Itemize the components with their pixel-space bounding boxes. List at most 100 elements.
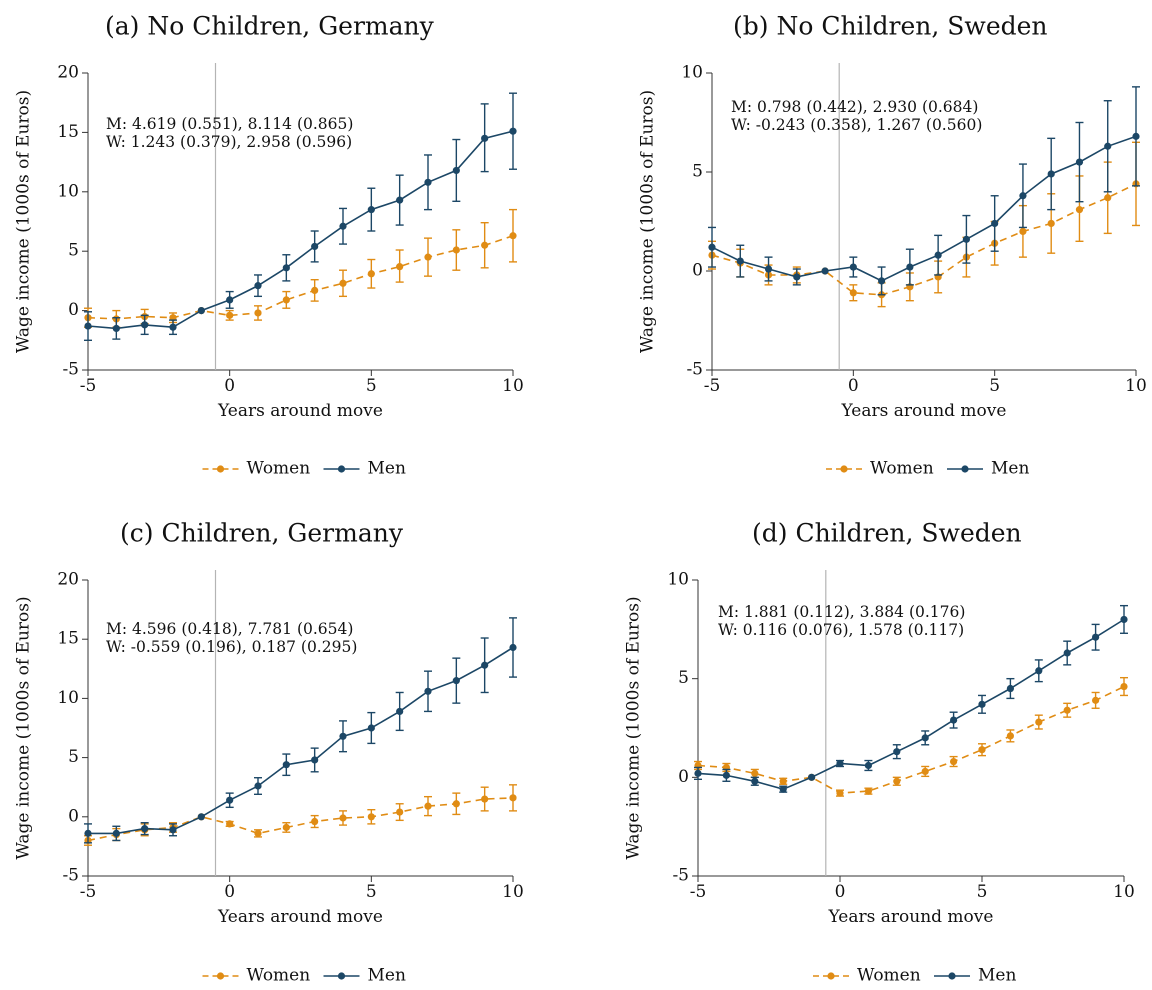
y-tick-label: 20 bbox=[57, 63, 79, 83]
data-point bbox=[339, 814, 347, 822]
data-point bbox=[1063, 649, 1071, 657]
data-point bbox=[722, 771, 731, 779]
x-tick-label: -5 bbox=[80, 882, 97, 902]
x-axis-label: Years around move bbox=[217, 907, 383, 927]
data-point bbox=[169, 323, 177, 331]
data-point bbox=[708, 243, 716, 251]
data-point bbox=[226, 820, 234, 828]
data-point bbox=[452, 166, 460, 175]
data-point bbox=[509, 232, 517, 240]
chart-title: (b) No Children, Sweden bbox=[733, 12, 1048, 41]
estimate-annotation: W: -0.243 (0.358), 1.267 (0.560) bbox=[731, 116, 982, 134]
legend-men-label: Men bbox=[368, 459, 406, 479]
y-tick-label: 10 bbox=[57, 688, 79, 708]
data-point bbox=[1092, 696, 1100, 704]
data-point bbox=[481, 661, 489, 669]
series-women bbox=[694, 676, 1128, 797]
chart-title: (a) No Children, Germany bbox=[105, 12, 435, 41]
legend-women-label: Women bbox=[247, 966, 311, 986]
data-point bbox=[367, 206, 375, 214]
data-point bbox=[84, 829, 92, 837]
data-point bbox=[311, 242, 319, 251]
data-point bbox=[452, 246, 460, 254]
data-point bbox=[481, 241, 489, 249]
chart-title: (c) Children, Germany bbox=[120, 519, 404, 548]
data-point bbox=[1035, 667, 1043, 675]
data-point bbox=[481, 795, 489, 803]
data-point bbox=[1035, 718, 1043, 726]
y-tick-label: 5 bbox=[678, 668, 689, 688]
data-point bbox=[1132, 132, 1140, 140]
data-point bbox=[1047, 170, 1055, 178]
x-tick-label: 5 bbox=[977, 882, 988, 902]
data-point bbox=[1075, 206, 1084, 214]
x-axis-label: Years around move bbox=[828, 907, 994, 927]
data-point bbox=[950, 757, 958, 766]
legend: Women Men bbox=[202, 459, 406, 479]
data-point bbox=[849, 263, 857, 271]
data-point bbox=[311, 286, 319, 295]
y-tick-label: -5 bbox=[686, 360, 703, 380]
y-tick-label: 0 bbox=[692, 261, 703, 281]
y-tick-label: 0 bbox=[68, 806, 79, 826]
x-tick-label: 0 bbox=[224, 376, 235, 396]
data-point bbox=[481, 134, 489, 142]
data-point bbox=[509, 643, 517, 652]
data-point bbox=[254, 309, 262, 317]
y-axis-label: Wage income (1000s of Euros) bbox=[638, 90, 658, 353]
x-tick-label: 0 bbox=[848, 376, 859, 396]
x-tick-label: 10 bbox=[502, 882, 524, 902]
data-point bbox=[962, 235, 971, 243]
series-line bbox=[711, 183, 1137, 296]
data-point bbox=[424, 178, 432, 186]
series-line bbox=[87, 130, 514, 330]
series-men bbox=[84, 617, 517, 844]
x-tick-label: 5 bbox=[366, 376, 377, 396]
y-tick-label: -5 bbox=[672, 866, 689, 886]
x-axis-label: Years around move bbox=[217, 401, 383, 421]
data-point bbox=[978, 700, 986, 708]
x-tick-label: 0 bbox=[224, 882, 235, 902]
y-axis-label: Wage income (1000s of Euros) bbox=[14, 596, 34, 859]
data-point bbox=[311, 817, 319, 826]
x-tick-label: 5 bbox=[989, 376, 1000, 396]
data-point bbox=[1006, 732, 1015, 740]
data-point bbox=[424, 802, 432, 810]
data-point bbox=[736, 257, 744, 265]
data-point bbox=[1063, 706, 1071, 714]
data-point bbox=[1019, 227, 1027, 235]
data-point bbox=[282, 823, 290, 832]
data-point bbox=[1006, 684, 1015, 693]
series-line bbox=[87, 235, 514, 320]
data-point bbox=[424, 687, 432, 695]
y-tick-label: -5 bbox=[62, 866, 79, 886]
data-point bbox=[226, 296, 234, 304]
legend-women-marker bbox=[216, 465, 225, 473]
data-point bbox=[452, 677, 460, 685]
estimate-annotation: M: 4.596 (0.418), 7.781 (0.654) bbox=[106, 620, 353, 638]
chart-panel-3: (c) Children, Germany -5 0 5 10 15 20 -5 0 5 10 Yea… bbox=[14, 519, 524, 986]
data-point bbox=[339, 279, 347, 287]
y-tick-label: 5 bbox=[68, 241, 79, 261]
data-point bbox=[169, 826, 177, 834]
data-point bbox=[1104, 194, 1112, 202]
chart-panel-1: (a) No Children, Germany -5 0 5 10 15 20 -5 0 5 10… bbox=[14, 12, 524, 479]
data-point bbox=[396, 808, 404, 816]
x-axis-label: Years around move bbox=[841, 401, 1007, 421]
series-women bbox=[84, 208, 517, 328]
x-tick-label: 10 bbox=[502, 376, 524, 396]
y-tick-label: 10 bbox=[57, 181, 79, 201]
data-point bbox=[1047, 219, 1055, 228]
series-line bbox=[697, 618, 1125, 791]
data-point bbox=[424, 253, 432, 261]
data-point bbox=[509, 127, 517, 135]
data-point bbox=[751, 777, 759, 785]
data-point bbox=[978, 746, 986, 754]
y-tick-label: 5 bbox=[692, 162, 703, 182]
data-point bbox=[1075, 158, 1084, 166]
data-point bbox=[1092, 633, 1100, 641]
data-point bbox=[311, 756, 319, 764]
data-point bbox=[112, 829, 120, 837]
legend-women-label: Women bbox=[857, 966, 921, 986]
data-point bbox=[254, 282, 262, 290]
